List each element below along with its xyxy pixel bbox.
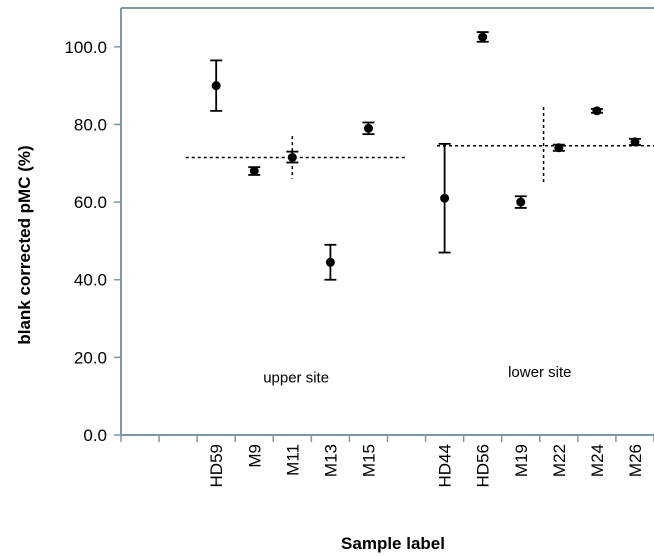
- x-tick-label: M13: [321, 444, 340, 477]
- annotations: upper site lower site: [263, 364, 571, 387]
- y-tick-label: 40.0: [74, 271, 107, 290]
- y-tick-label: 20.0: [74, 348, 107, 367]
- axes: [114, 7, 654, 442]
- group-annotation: lower site: [508, 364, 571, 381]
- x-tick-label: M11: [283, 444, 302, 476]
- group-annotation: upper site: [263, 370, 329, 387]
- y-tick-label: 80.0: [74, 115, 107, 134]
- x-tick-label: HD59: [207, 444, 226, 487]
- data-point: [516, 197, 526, 207]
- data-point: [630, 137, 640, 147]
- data-point: [478, 32, 488, 42]
- x-tick-label: M26: [626, 444, 645, 477]
- data-point: [211, 81, 221, 91]
- data-point: [592, 106, 602, 116]
- y-tick-label: 0.0: [83, 426, 107, 445]
- data-point: [440, 193, 450, 203]
- data-point: [287, 152, 297, 162]
- x-tick-label: M19: [512, 444, 531, 477]
- data-point: [249, 166, 259, 176]
- x-tick-label: M24: [588, 444, 607, 477]
- data-point: [363, 123, 373, 133]
- x-axis-title: Sample label: [341, 534, 445, 553]
- y-tick-labels: 0.0 20.0 40.0 60.0 80.0 100.0: [64, 38, 107, 445]
- x-tick-label: HD44: [436, 444, 455, 487]
- x-tick-labels: HD59 M9 M11 M13 M15 HD44 HD56 M19 M22 M24 M26: [207, 444, 645, 487]
- x-tick-label: HD56: [474, 444, 493, 487]
- data-point: [554, 143, 564, 153]
- y-axis-title: blank corrected pMC (%): [15, 145, 34, 344]
- data-point: [325, 257, 335, 267]
- x-tick-label: M22: [550, 444, 569, 477]
- x-tick-label: M9: [245, 444, 264, 468]
- y-tick-label: 100.0: [64, 38, 107, 57]
- data-points: [210, 31, 641, 281]
- y-tick-label: 60.0: [74, 193, 107, 212]
- x-tick-label: M15: [359, 444, 378, 477]
